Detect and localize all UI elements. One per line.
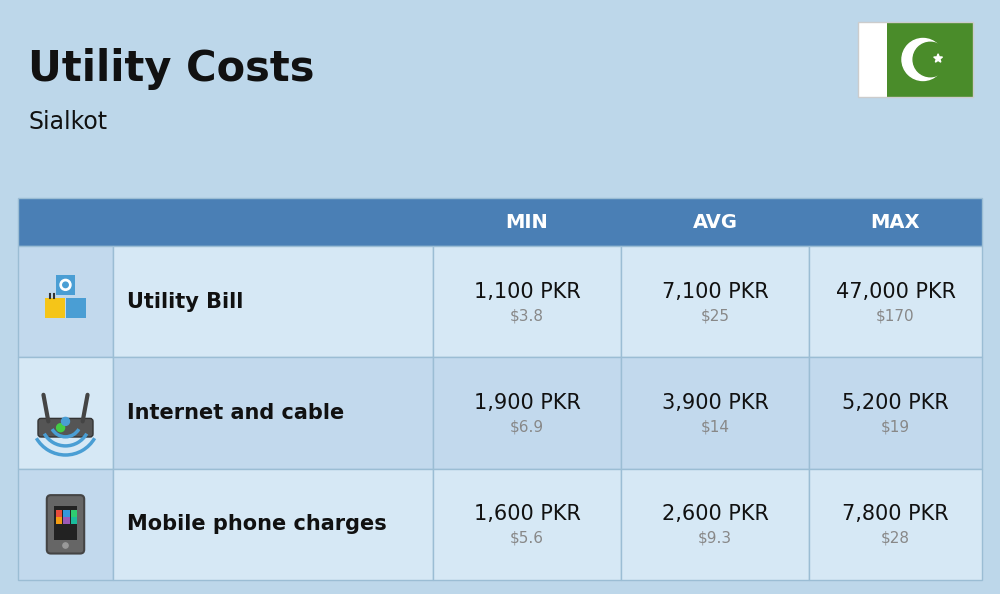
Text: 1,100 PKR: 1,100 PKR	[474, 282, 580, 302]
Bar	[56, 275, 75, 295]
Text: 1,900 PKR: 1,900 PKR	[474, 393, 580, 413]
Polygon shape	[934, 54, 942, 62]
Bar	[113, 358, 433, 469]
Bar	[63, 510, 70, 517]
Bar	[433, 358, 621, 469]
Bar	[621, 246, 809, 358]
Bar	[71, 517, 77, 524]
Bar	[113, 246, 433, 358]
Bar	[621, 358, 809, 469]
Text: $5.6: $5.6	[510, 531, 544, 546]
Circle shape	[902, 39, 944, 81]
Text: Internet and cable: Internet and cable	[127, 403, 344, 423]
Circle shape	[63, 282, 68, 287]
Text: 47,000 PKR: 47,000 PKR	[836, 282, 956, 302]
Circle shape	[913, 42, 948, 77]
Text: $9.3: $9.3	[698, 531, 732, 546]
Bar	[56, 517, 62, 524]
Text: Utility Bill: Utility Bill	[127, 292, 243, 312]
Text: $170: $170	[876, 308, 915, 323]
Bar	[809, 246, 982, 358]
Text: Sialkot: Sialkot	[28, 110, 107, 134]
Bar	[809, 469, 982, 580]
Bar	[54, 506, 77, 541]
Bar	[63, 517, 70, 524]
Bar	[113, 469, 433, 580]
Text: MIN: MIN	[506, 213, 548, 232]
Bar	[433, 246, 621, 358]
Text: 5,200 PKR: 5,200 PKR	[842, 393, 949, 413]
Text: 7,800 PKR: 7,800 PKR	[842, 504, 949, 525]
Bar	[621, 469, 809, 580]
Bar	[18, 198, 982, 246]
Text: Mobile phone charges: Mobile phone charges	[127, 514, 387, 535]
Bar	[858, 22, 887, 97]
Bar	[18, 246, 113, 358]
Bar	[63, 282, 68, 288]
Bar	[71, 510, 77, 517]
Text: 3,900 PKR: 3,900 PKR	[662, 393, 768, 413]
Bar	[66, 298, 86, 318]
Text: $14: $14	[700, 419, 730, 434]
FancyBboxPatch shape	[38, 418, 93, 437]
Bar	[887, 22, 973, 97]
Text: $19: $19	[881, 419, 910, 434]
Circle shape	[57, 424, 65, 432]
Bar	[809, 358, 982, 469]
Bar	[433, 469, 621, 580]
Bar	[858, 22, 973, 97]
Bar	[18, 469, 113, 580]
Text: $3.8: $3.8	[510, 308, 544, 323]
Circle shape	[62, 418, 70, 425]
Text: $6.9: $6.9	[510, 419, 544, 434]
Circle shape	[63, 543, 68, 548]
Text: 2,600 PKR: 2,600 PKR	[662, 504, 768, 525]
Text: $28: $28	[881, 531, 910, 546]
Circle shape	[60, 279, 71, 290]
Text: AVG: AVG	[692, 213, 738, 232]
Bar	[18, 358, 113, 469]
Text: Utility Costs: Utility Costs	[28, 48, 314, 90]
Text: $25: $25	[700, 308, 730, 323]
Text: 7,100 PKR: 7,100 PKR	[662, 282, 768, 302]
FancyBboxPatch shape	[47, 495, 84, 554]
Text: MAX: MAX	[871, 213, 920, 232]
Bar	[45, 298, 65, 318]
Bar	[56, 510, 62, 517]
Text: 1,600 PKR: 1,600 PKR	[474, 504, 580, 525]
